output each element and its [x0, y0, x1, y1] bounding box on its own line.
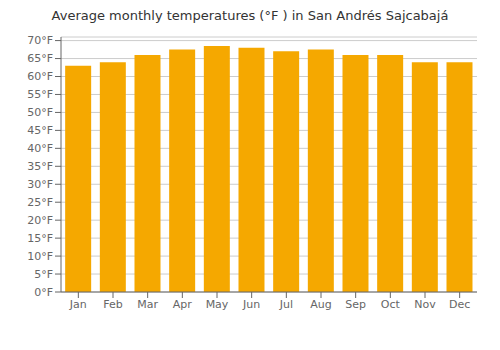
- svg-text:15°F: 15°F: [27, 232, 53, 245]
- svg-text:20°F: 20°F: [27, 214, 53, 227]
- svg-text:5°F: 5°F: [34, 268, 53, 281]
- svg-text:25°F: 25°F: [27, 196, 53, 209]
- svg-text:35°F: 35°F: [27, 160, 53, 173]
- svg-text:50°F: 50°F: [27, 106, 53, 119]
- svg-text:Dec: Dec: [449, 298, 470, 311]
- html-text:Average monthly temperatures (: Average monthly temperatures (°F ) in Sa…: [51, 8, 449, 23]
- svg-text:40°F: 40°F: [27, 142, 53, 155]
- svg-text:10°F: 10°F: [27, 250, 53, 263]
- svg-text:Sep: Sep: [345, 298, 366, 311]
- svg-text:May: May: [206, 298, 229, 311]
- svg-text:Nov: Nov: [414, 298, 436, 311]
- svg-text:60°F: 60°F: [27, 70, 53, 83]
- svg-text:Apr: Apr: [173, 298, 193, 311]
- svg-text:45°F: 45°F: [27, 124, 53, 137]
- svg-text:70°F: 70°F: [27, 34, 53, 47]
- svg-text:Mar: Mar: [137, 298, 158, 311]
- svg-text:Feb: Feb: [103, 298, 122, 311]
- svg-text:0°F: 0°F: [34, 286, 53, 299]
- svg-text:Aug: Aug: [310, 298, 331, 311]
- svg-text:Jul: Jul: [279, 298, 293, 311]
- svg-text:Jan: Jan: [69, 298, 87, 311]
- svg-text:Jun: Jun: [242, 298, 260, 311]
- svg-text:30°F: 30°F: [27, 178, 53, 191]
- svg-text:Oct: Oct: [381, 298, 401, 311]
- svg-text:65°F: 65°F: [27, 52, 53, 65]
- svg-text:55°F: 55°F: [27, 88, 53, 101]
